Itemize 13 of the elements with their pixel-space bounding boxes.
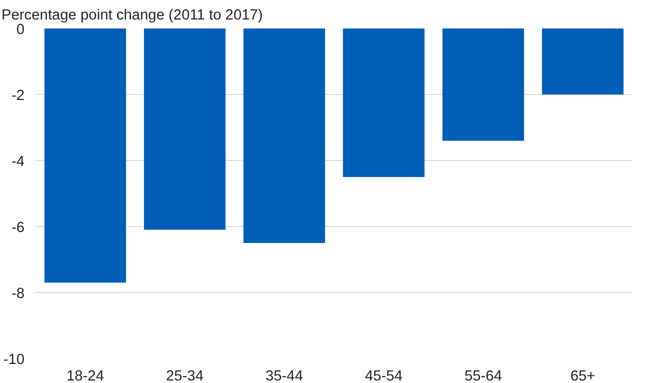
x-tick-label: 45-54 (365, 368, 403, 383)
y-tick-label: -8 (11, 286, 25, 302)
x-tick-label: 35-44 (266, 368, 304, 383)
x-tick-label: 25-34 (166, 368, 204, 383)
x-tick-label: 65+ (570, 368, 596, 383)
y-tick-label: 0 (16, 22, 25, 38)
y-tick-label: -2 (11, 88, 25, 104)
y-tick-label: -10 (3, 352, 25, 368)
y-tick-label: -6 (11, 220, 25, 236)
y-axis-title: Percentage point change (2011 to 2017) (2, 8, 263, 24)
x-tick-label: 18-24 (66, 368, 104, 383)
x-tick-label: 55-64 (464, 368, 502, 383)
y-tick-label: -4 (11, 154, 25, 170)
